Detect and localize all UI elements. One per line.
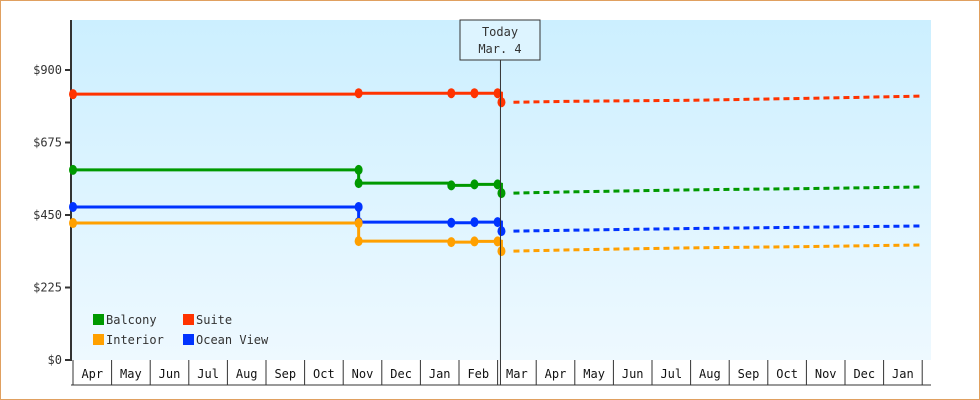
month-label: Sep: [274, 367, 296, 381]
data-point[interactable]: [69, 164, 77, 175]
legend-item-interior[interactable]: Interior: [93, 333, 164, 347]
y-tick-label: $900: [33, 63, 62, 77]
data-point[interactable]: [493, 88, 502, 99]
month-label: Mar: [506, 367, 528, 381]
legend-swatch: [93, 334, 104, 345]
month-label: Feb: [467, 367, 489, 381]
month-label: Aug: [699, 367, 721, 381]
series-balcony: [69, 164, 923, 199]
data-point[interactable]: [470, 236, 479, 247]
month-label: Apr: [545, 367, 567, 381]
y-tick-label: $0: [48, 353, 62, 367]
data-point[interactable]: [497, 226, 506, 237]
month-label: Dec: [853, 367, 875, 381]
y-tick-label: $450: [33, 208, 62, 222]
data-point[interactable]: [470, 88, 479, 99]
month-label: Jan: [429, 367, 451, 381]
legend-label: Ocean View: [196, 333, 269, 347]
data-point[interactable]: [497, 97, 506, 108]
data-point[interactable]: [470, 217, 479, 228]
month-label: Jul: [660, 367, 682, 381]
data-point[interactable]: [354, 218, 363, 229]
projected-line: [513, 243, 923, 253]
data-point[interactable]: [354, 201, 363, 212]
month-label: May: [120, 367, 142, 381]
month-label: Aug: [236, 367, 258, 381]
data-point[interactable]: [354, 236, 363, 247]
projected-line: [513, 224, 923, 233]
y-tick-label: $675: [33, 136, 62, 150]
month-label: Apr: [81, 367, 103, 381]
month-label: Nov: [352, 367, 374, 381]
month-label: Jul: [197, 367, 219, 381]
today-label-box: [459, 19, 541, 61]
data-point[interactable]: [447, 217, 456, 228]
data-point[interactable]: [69, 89, 77, 100]
month-label: Sep: [738, 367, 760, 381]
data-point[interactable]: [493, 236, 502, 247]
month-label: Jan: [892, 367, 914, 381]
data-point[interactable]: [354, 164, 363, 175]
legend-label: Suite: [196, 313, 232, 327]
legend-label: Interior: [106, 333, 164, 347]
legend-item-suite[interactable]: Suite: [183, 313, 232, 327]
month-label: Jun: [622, 367, 644, 381]
y-axis: $0 $225 $450 $675 $900: [33, 20, 72, 367]
data-point[interactable]: [354, 88, 363, 99]
today-label: Today: [482, 25, 518, 39]
data-point[interactable]: [497, 188, 506, 199]
data-point[interactable]: [69, 201, 77, 212]
data-point[interactable]: [447, 180, 456, 191]
month-label: Jun: [159, 367, 181, 381]
series-interior: [69, 218, 923, 257]
legend: Balcony Suite Interior Ocean View: [93, 313, 269, 347]
data-point[interactable]: [493, 217, 502, 228]
month-label: Oct: [776, 367, 798, 381]
month-label: Dec: [390, 367, 412, 381]
data-point[interactable]: [447, 88, 456, 99]
legend-swatch: [93, 314, 104, 325]
data-point[interactable]: [497, 246, 506, 257]
projected-line: [513, 94, 923, 104]
data-point[interactable]: [354, 178, 363, 189]
y-tick-label: $225: [33, 281, 62, 295]
data-point[interactable]: [470, 179, 479, 190]
month-label: Nov: [815, 367, 837, 381]
legend-swatch: [183, 314, 194, 325]
month-label: May: [583, 367, 605, 381]
legend-swatch: [183, 334, 194, 345]
x-axis: Apr May Jun Jul Aug Sep Oct Nov Dec Jan Feb Mar Apr M…: [71, 360, 931, 386]
data-point[interactable]: [447, 237, 456, 248]
today-marker: Today Mar. 4: [459, 19, 541, 385]
legend-label: Balcony: [106, 313, 157, 327]
today-date: Mar. 4: [478, 42, 521, 56]
data-point[interactable]: [493, 179, 502, 190]
legend-item-balcony[interactable]: Balcony: [93, 313, 157, 327]
projected-line: [513, 185, 923, 195]
data-point[interactable]: [69, 218, 77, 229]
legend-item-ocean-view[interactable]: Ocean View: [183, 333, 269, 347]
month-label: Oct: [313, 367, 335, 381]
series-lines: [69, 88, 923, 257]
